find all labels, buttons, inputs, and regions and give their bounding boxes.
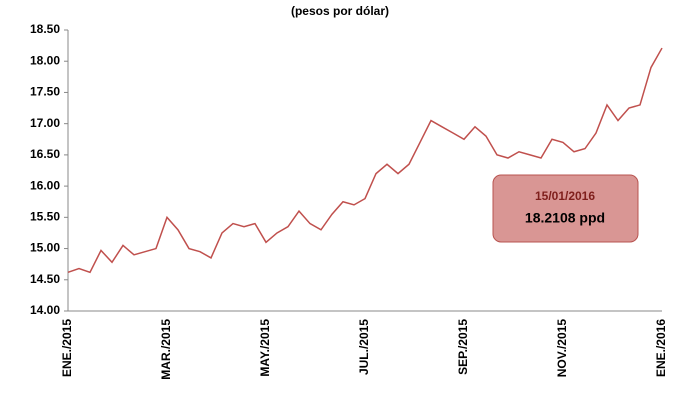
y-tick-label: 14.50 — [30, 272, 60, 286]
x-tick-label: NOV./2015 — [555, 319, 569, 378]
line-series — [67, 47, 663, 274]
annotation-box — [492, 174, 639, 243]
x-tick-label: MAR./2015 — [159, 319, 173, 380]
y-tick-label: 18.00 — [30, 53, 60, 67]
y-tick-label: 17.50 — [30, 85, 60, 99]
x-tick-label: JUL./2015 — [357, 319, 371, 375]
y-tick-label: 17.00 — [30, 116, 60, 130]
chart-title: (pesos por dólar) — [291, 4, 389, 18]
y-tick-label: 16.50 — [30, 147, 60, 161]
annotation-text: 18.2108 ppd — [525, 210, 605, 226]
x-tick-label: ENE./2016 — [654, 319, 668, 377]
x-tick-label: ENE./2015 — [60, 319, 74, 377]
y-tick-label: 15.00 — [30, 241, 60, 255]
y-tick-label: 16.00 — [30, 178, 60, 192]
x-tick-label: SEP./2015 — [456, 319, 470, 375]
y-tick-label: 14.00 — [30, 303, 60, 317]
annotation-date: 15/01/2016 — [535, 189, 595, 203]
y-tick-label: 18.50 — [30, 22, 60, 36]
x-tick-label: MAY./2015 — [258, 319, 272, 377]
y-tick-label: 15.50 — [30, 210, 60, 224]
